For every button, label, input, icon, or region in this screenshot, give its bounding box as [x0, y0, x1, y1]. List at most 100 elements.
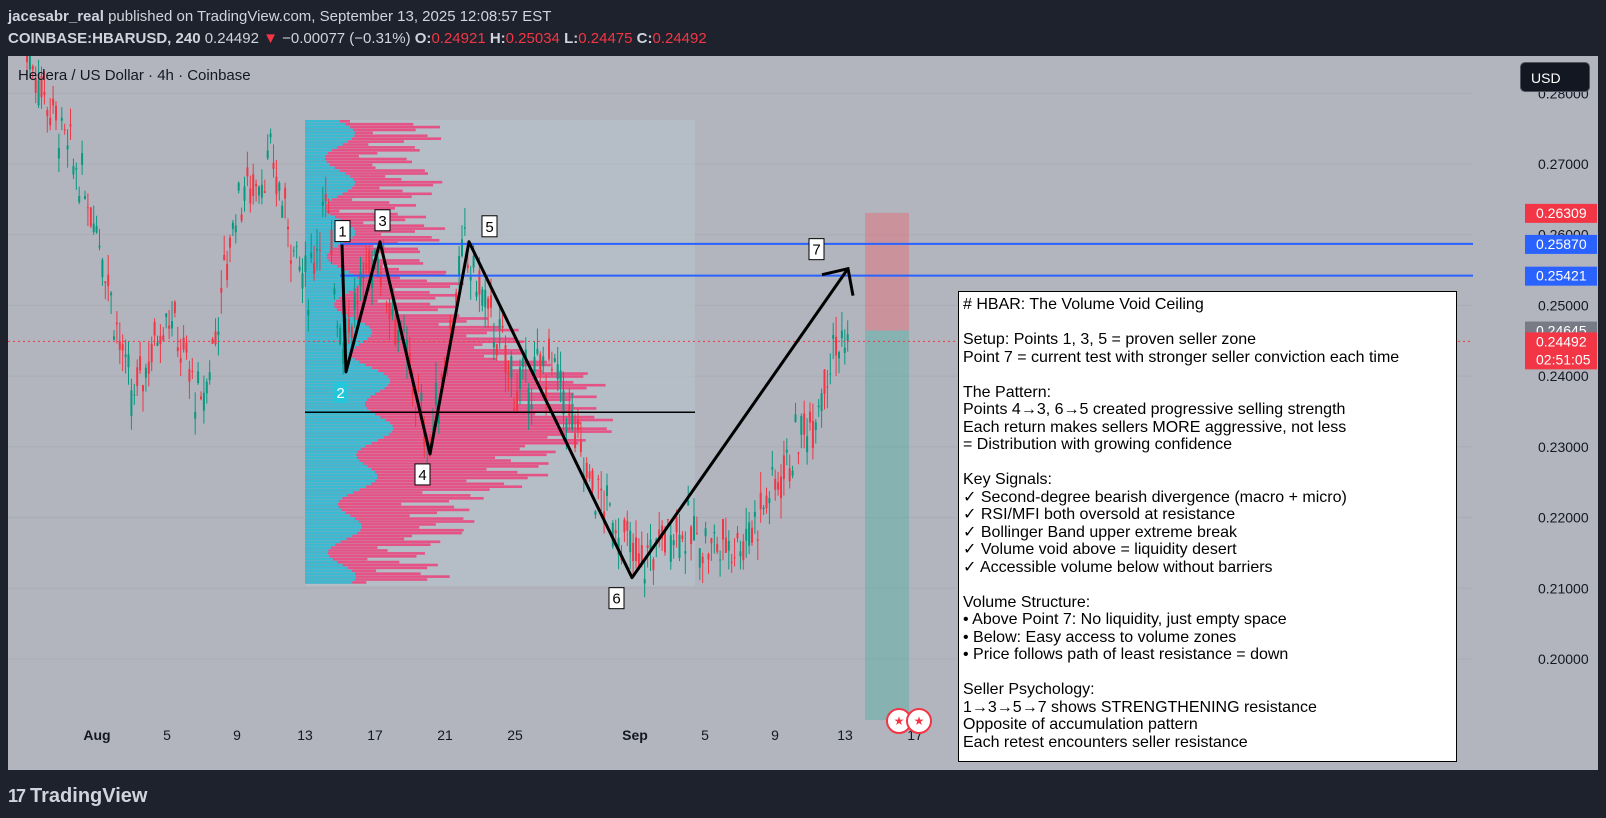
price-tag-text: 0.26309: [1536, 205, 1587, 221]
candle-body: [307, 309, 310, 316]
candle-body: [324, 193, 327, 202]
zigzag-label-text: 7: [812, 242, 820, 259]
price-tag: 0.26309: [1525, 203, 1597, 223]
volume-profile-bar: [305, 508, 342, 512]
chart-pane[interactable]: 1 2 3 4 5 6 7 0.28000 0.27000 0.26000 0.25000 0.240…: [8, 56, 1598, 770]
candle-body: [362, 275, 365, 279]
candle-body: [98, 245, 101, 248]
candle-body: [388, 303, 391, 320]
y-axis-tick-label: 0.23000: [1538, 439, 1589, 455]
analysis-note[interactable]: # HBAR: The Volume Void Ceiling Setup: Po…: [958, 291, 1457, 762]
candle-body: [652, 559, 655, 571]
note-line: [963, 366, 1456, 384]
volume-profile-bar: [305, 270, 447, 274]
volume-profile-bar: [305, 412, 376, 416]
candle-body: [147, 361, 150, 374]
candle-body: [553, 358, 556, 363]
volume-profile-bar: [305, 499, 340, 503]
open-value: 0.24921: [431, 30, 486, 47]
candle-body: [258, 186, 260, 196]
volume-profile-bar: [305, 488, 360, 491]
volume-profile-bar: [305, 178, 354, 181]
volume-profile-bar: [305, 502, 338, 506]
volume-profile-bar: [305, 453, 547, 457]
candle-body: [78, 195, 81, 203]
volume-profile-bar: [305, 563, 343, 567]
candle-body: [411, 387, 414, 395]
candle-body: [756, 539, 759, 541]
volume-profile-bar: [305, 215, 336, 219]
volume-profile-bar: [305, 366, 372, 370]
volume-profile-bar: [305, 267, 399, 271]
candle-body: [545, 386, 548, 399]
candle-body: [316, 248, 318, 251]
volume-profile-bar: [305, 299, 378, 303]
volume-profile-bar: [305, 494, 471, 497]
price-change: −0.00077 (−0.31%): [282, 30, 411, 47]
currency-button[interactable]: USD: [1520, 62, 1590, 92]
candle-body: [304, 255, 307, 272]
volume-profile-bar: [305, 439, 586, 442]
volume-profile-bar: [305, 511, 438, 515]
volume-profile-bar: [305, 311, 342, 314]
volume-profile-bar: [305, 169, 425, 172]
candle-body: [281, 205, 284, 218]
volume-profile-bar: [305, 305, 458, 309]
candle-body: [466, 264, 469, 269]
volume-profile-bar: [305, 450, 358, 454]
candle-body: [788, 468, 791, 482]
volume-profile-bar: [305, 346, 475, 349]
volume-profile-bar: [305, 427, 607, 430]
zigzag-point-label: 2: [333, 381, 348, 403]
volume-profile-bar: [305, 317, 354, 320]
candle-body: [89, 207, 92, 227]
volume-profile-bar: [305, 218, 341, 222]
volume-profile-bar: [305, 224, 351, 227]
volume-profile-bar: [305, 207, 396, 210]
candle-body: [643, 579, 646, 584]
candle-body: [704, 528, 707, 537]
volume-profile-bar: [305, 456, 496, 459]
volume-profile-bar: [305, 236, 432, 239]
candle-body: [646, 545, 649, 548]
volume-profile-bar: [305, 511, 346, 515]
candle-body: [571, 409, 574, 429]
candle-body: [365, 263, 368, 269]
volume-profile-bar: [305, 499, 450, 503]
volume-profile-bar: [305, 325, 500, 329]
candle-body: [771, 467, 774, 470]
candle-body: [591, 470, 594, 490]
candle-body: [713, 532, 716, 534]
candle-body: [803, 413, 806, 435]
tradingview-logo[interactable]: 17 TradingView: [8, 785, 147, 808]
zigzag-label-box: [334, 220, 351, 243]
note-line: 1→3→5→7 shows STRENGTHENING resistance: [963, 698, 1317, 716]
volume-profile-bar: [305, 250, 421, 254]
candle-body: [287, 226, 289, 230]
candle-body: [43, 91, 46, 96]
candle-body: [298, 266, 301, 271]
volume-profile-bar: [305, 201, 390, 204]
volume-profile-bar: [305, 543, 431, 546]
candle-body: [202, 392, 205, 411]
volume-profile-bar: [305, 401, 517, 404]
note-line: Point 7 = current test with stronger sel…: [963, 348, 1400, 366]
candle-body: [481, 289, 484, 306]
volume-profile-bar: [305, 470, 376, 474]
author-name[interactable]: jacesabr_real: [8, 8, 104, 25]
candle-body: [275, 176, 278, 195]
volume-profile-bar: [305, 285, 357, 288]
zigzag-point-label: 4: [414, 463, 431, 486]
volume-profile-bar: [305, 572, 421, 575]
candle-body: [774, 478, 777, 490]
volume-profile-bar: [305, 308, 338, 312]
us-flag-icon[interactable]: ★: [906, 708, 932, 734]
volume-profile-bar: [305, 482, 505, 486]
candle-body: [606, 485, 608, 496]
volume-profile-bar: [305, 149, 420, 152]
candle-body: [229, 237, 231, 248]
volume-profile-bar: [305, 552, 425, 555]
price-chart[interactable]: 12345670.280000.270000.260000.250000.240…: [8, 56, 1598, 770]
candle-body: [765, 495, 768, 509]
open-label: O:: [414, 30, 432, 47]
